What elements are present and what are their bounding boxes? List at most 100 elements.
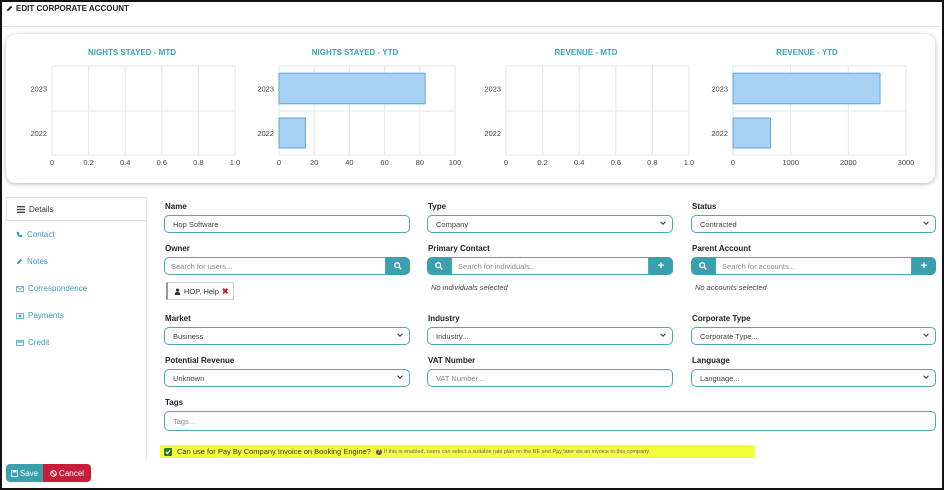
- account-search-button[interactable]: [691, 257, 715, 275]
- header-divider: [2, 26, 940, 27]
- chevron-down-icon: [923, 221, 929, 225]
- pencil-icon: [16, 258, 23, 265]
- corporate-type-value: Corporate Type...: [700, 331, 758, 341]
- tab-credit[interactable]: Credit: [6, 329, 146, 356]
- chart-title: NIGHTS STAYED - MTD: [87, 48, 176, 57]
- owner-chip: HOP, Help ✖: [166, 282, 234, 300]
- status-value: Contracted: [700, 219, 737, 229]
- corporate-type-select[interactable]: Corporate Type...: [691, 327, 936, 345]
- account-search-input[interactable]: Search for accounts...: [715, 257, 912, 275]
- primary-contact-label: Primary Contact: [428, 244, 490, 253]
- x-tick-label: 0: [504, 158, 508, 167]
- bar-2022: [278, 117, 306, 149]
- chart-svg: 0 1000 2000 3000 2023 2022: [711, 65, 914, 167]
- x-tick-label: 100: [449, 158, 462, 167]
- name-input[interactable]: Hop Software: [164, 215, 410, 233]
- chart-revenue-ytd: REVENUE - YTD 0 1000 2000 3000 2023 2022: [702, 34, 914, 183]
- list-icon: [17, 205, 25, 213]
- tab-payments[interactable]: Payments: [6, 302, 146, 329]
- industry-value: Industry...: [436, 331, 469, 341]
- x-tick-label: 0: [731, 158, 735, 167]
- x-tick-label: 40: [345, 158, 353, 167]
- y-tick-label: 2023: [484, 85, 501, 94]
- industry-label: Industry: [428, 314, 460, 323]
- market-label: Market: [165, 314, 191, 323]
- add-contact-button[interactable]: +: [649, 257, 673, 275]
- page-header: EDIT CORPORATE ACCOUNT: [6, 4, 129, 13]
- x-tick-label: 0.8: [647, 158, 657, 167]
- tab-contact[interactable]: Contact: [6, 221, 146, 248]
- type-value: Company: [436, 219, 469, 229]
- chart-svg: 0 20 40 60 80 100 2023 2022: [257, 65, 462, 167]
- search-icon: [394, 262, 402, 270]
- language-value: Language...: [700, 373, 740, 383]
- tags-input[interactable]: Tags...: [164, 411, 936, 431]
- contact-search-button[interactable]: [427, 257, 451, 275]
- x-tick-label: 1.0: [684, 158, 694, 167]
- save-label: Save: [19, 468, 39, 478]
- form-actions: Save Cancel: [6, 464, 91, 482]
- language-select[interactable]: Language...: [691, 369, 936, 387]
- y-tick-label: 2023: [257, 85, 274, 94]
- bar-2022: [732, 117, 771, 149]
- x-tick-label: 60: [380, 158, 388, 167]
- x-tick-label: 0.4: [120, 158, 130, 167]
- pay-by-invoice-help: ? If this is enabled, users can select a…: [375, 448, 651, 455]
- name-value: Hop Software: [173, 219, 219, 229]
- tab-label: Details: [29, 204, 54, 214]
- parent-account-label: Parent Account: [692, 244, 751, 253]
- tab-label: Credit: [28, 338, 50, 347]
- bar-2023: [278, 72, 426, 105]
- tab-notes[interactable]: Notes: [6, 248, 146, 275]
- x-tick-label: 2000: [840, 158, 857, 167]
- x-tick-label: 0.6: [611, 158, 621, 167]
- bar-2023: [732, 72, 881, 105]
- phone-icon: [16, 231, 23, 238]
- charts-panel: NIGHTS STAYED - MTD 0 0.2 0.4 0.6 0.8 1.0 2023…: [6, 34, 935, 183]
- market-select[interactable]: Business: [164, 327, 410, 345]
- plus-icon: +: [920, 260, 928, 272]
- contact-search-input[interactable]: Search for individuals...: [451, 257, 649, 275]
- chart-nights-ytd: NIGHTS STAYED - YTD 0 20 40 60 80 100 2023 2022: [250, 34, 462, 183]
- remove-owner-icon[interactable]: ✖: [221, 286, 229, 296]
- owner-search-button[interactable]: [386, 257, 410, 275]
- type-select[interactable]: Company: [427, 215, 673, 233]
- chart-nights-mtd: NIGHTS STAYED - MTD 0 0.2 0.4 0.6 0.8 1.0 2023…: [22, 34, 242, 183]
- owner-search-input[interactable]: Search for users...: [164, 257, 386, 275]
- no-accounts-text: No accounts selected: [695, 283, 767, 292]
- chevron-down-icon: [923, 333, 929, 337]
- y-tick-label: 2023: [30, 85, 47, 94]
- chevron-down-icon: [660, 221, 666, 225]
- pay-by-invoice-checkbox[interactable]: [164, 447, 172, 456]
- tab-correspondence[interactable]: Correspondence: [6, 275, 146, 302]
- add-account-button[interactable]: +: [912, 257, 936, 275]
- pay-by-invoice-row: Can use for Pay By Company Invoice on Bo…: [160, 445, 755, 458]
- chart-title: NIGHTS STAYED - YTD: [311, 48, 399, 57]
- no-individuals-text: No individuals selected: [431, 283, 508, 292]
- chevron-down-icon: [397, 333, 403, 337]
- industry-select[interactable]: Industry...: [427, 327, 673, 345]
- ban-icon: [50, 469, 57, 477]
- cancel-button[interactable]: Cancel: [43, 464, 91, 482]
- owner-label: Owner: [165, 244, 190, 253]
- potential-revenue-select[interactable]: Unknown: [164, 369, 410, 387]
- y-tick-label: 2022: [30, 129, 47, 138]
- x-tick-label: 0.8: [193, 158, 203, 167]
- pay-by-invoice-label: Can use for Pay By Company Invoice on Bo…: [177, 447, 371, 456]
- save-button[interactable]: Save: [6, 464, 43, 482]
- user-icon: [174, 287, 181, 295]
- pay-by-invoice-help-text: If this is enabled, users can select a s…: [383, 448, 651, 455]
- potential-revenue-value: Unknown: [173, 373, 205, 383]
- vat-input[interactable]: VAT Number...: [427, 369, 673, 387]
- tab-label: Notes: [27, 257, 48, 266]
- x-tick-label: 0.2: [537, 158, 547, 167]
- search-icon: [435, 262, 443, 270]
- tab-details[interactable]: Details: [6, 197, 146, 221]
- tab-label: Correspondence: [28, 284, 88, 293]
- tags-label: Tags: [165, 398, 184, 407]
- owner-search-group: Search for users...: [164, 257, 410, 275]
- chevron-down-icon: [397, 375, 403, 379]
- status-select[interactable]: Contracted: [691, 215, 936, 233]
- x-tick-label: 0: [277, 158, 281, 167]
- floppy-icon: [10, 469, 18, 477]
